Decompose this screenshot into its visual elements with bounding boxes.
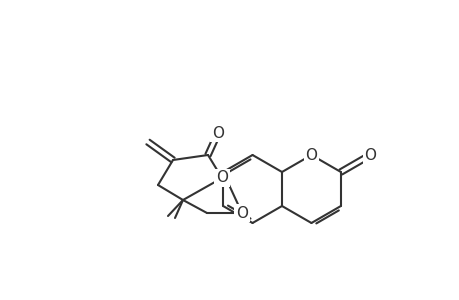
Text: O: O [364, 148, 375, 163]
Text: O: O [216, 170, 228, 185]
Text: O: O [305, 148, 317, 163]
Text: O: O [235, 206, 247, 220]
Text: O: O [212, 125, 224, 140]
